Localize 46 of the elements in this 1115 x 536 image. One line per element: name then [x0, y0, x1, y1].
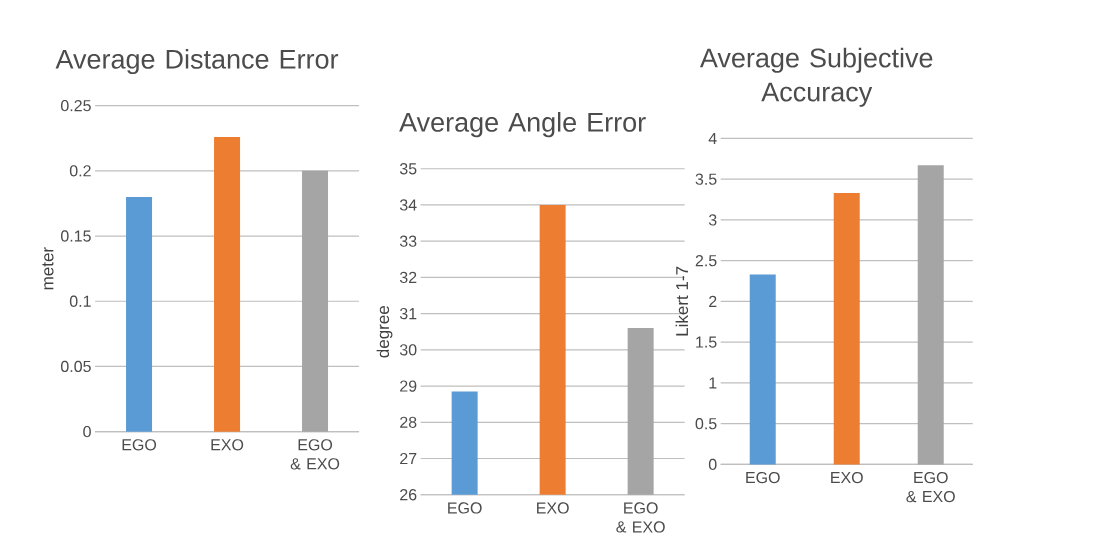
- y-tick-label: 0.2: [69, 165, 91, 177]
- bar: [126, 196, 153, 432]
- y-tick-label: 0.1: [69, 295, 91, 307]
- x-tick-label: EGO & EXO: [616, 502, 665, 533]
- y-tick-label: 0: [708, 458, 717, 471]
- x-tick-label: EGO & EXO: [290, 439, 340, 470]
- chart-title: Average Distance Error: [55, 48, 339, 75]
- bar: [749, 274, 776, 465]
- y-tick-label: 27: [400, 452, 417, 465]
- y-tick-label: 1: [709, 377, 717, 389]
- y-tick-label: 30: [399, 344, 417, 356]
- y-tick-label: 33: [399, 235, 417, 247]
- bar: [214, 136, 241, 432]
- y-tick-label: 26: [400, 489, 417, 501]
- bar: [917, 165, 944, 465]
- y-tick-label: 0: [83, 426, 91, 438]
- y-tick-label: 34: [399, 199, 417, 211]
- y-tick-label: 0.5: [695, 418, 717, 430]
- x-tick-label: EXO: [537, 502, 569, 514]
- y-tick-label: 29: [400, 380, 417, 392]
- x-tick-label: EGO: [448, 502, 482, 514]
- y-tick-label: 28: [400, 416, 417, 428]
- y-tick-label: 2: [709, 295, 717, 308]
- x-tick-label: EGO: [122, 439, 157, 451]
- y-tick-label: 1.5: [696, 336, 717, 348]
- y-tick-label: 2.5: [695, 255, 717, 267]
- x-tick-label: EGO & EXO: [906, 471, 955, 503]
- y-tick-label: 0.05: [61, 360, 91, 373]
- y-axis-title: meter: [42, 247, 54, 290]
- chart-title: Average Angle Error: [399, 112, 646, 138]
- bar: [833, 193, 860, 465]
- y-tick-label: 0.15: [61, 230, 91, 242]
- y-tick-label: 35: [399, 163, 417, 175]
- x-tick-label: EXO: [211, 439, 244, 451]
- x-tick-label: EGO: [746, 471, 780, 484]
- bar: [302, 170, 329, 432]
- y-tick-label: 31: [399, 307, 417, 320]
- y-axis-title: degree: [376, 306, 393, 358]
- chart-title: Average Subjective Accuracy: [699, 47, 933, 107]
- y-tick-label: 3: [708, 214, 717, 226]
- y-axis-title: Likert 1-7: [675, 266, 689, 336]
- y-tick-label: 3.5: [695, 173, 717, 185]
- x-tick-label: EXO: [831, 471, 863, 484]
- y-tick-label: 0.25: [61, 100, 91, 112]
- y-tick-label: 4: [708, 132, 717, 144]
- y-tick-label: 32: [399, 271, 417, 284]
